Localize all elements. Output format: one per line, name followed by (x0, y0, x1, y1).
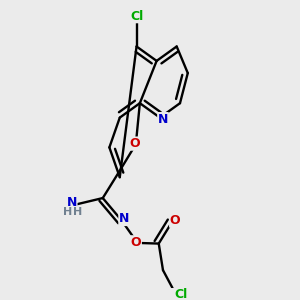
Text: O: O (131, 236, 141, 249)
Text: N: N (67, 196, 77, 209)
Text: H: H (63, 207, 72, 217)
Text: H: H (73, 207, 82, 217)
Text: Cl: Cl (130, 10, 143, 23)
Text: Cl: Cl (174, 288, 188, 300)
Text: N: N (119, 212, 129, 226)
Text: O: O (170, 214, 180, 227)
Text: N: N (158, 112, 168, 126)
Text: O: O (129, 137, 140, 150)
